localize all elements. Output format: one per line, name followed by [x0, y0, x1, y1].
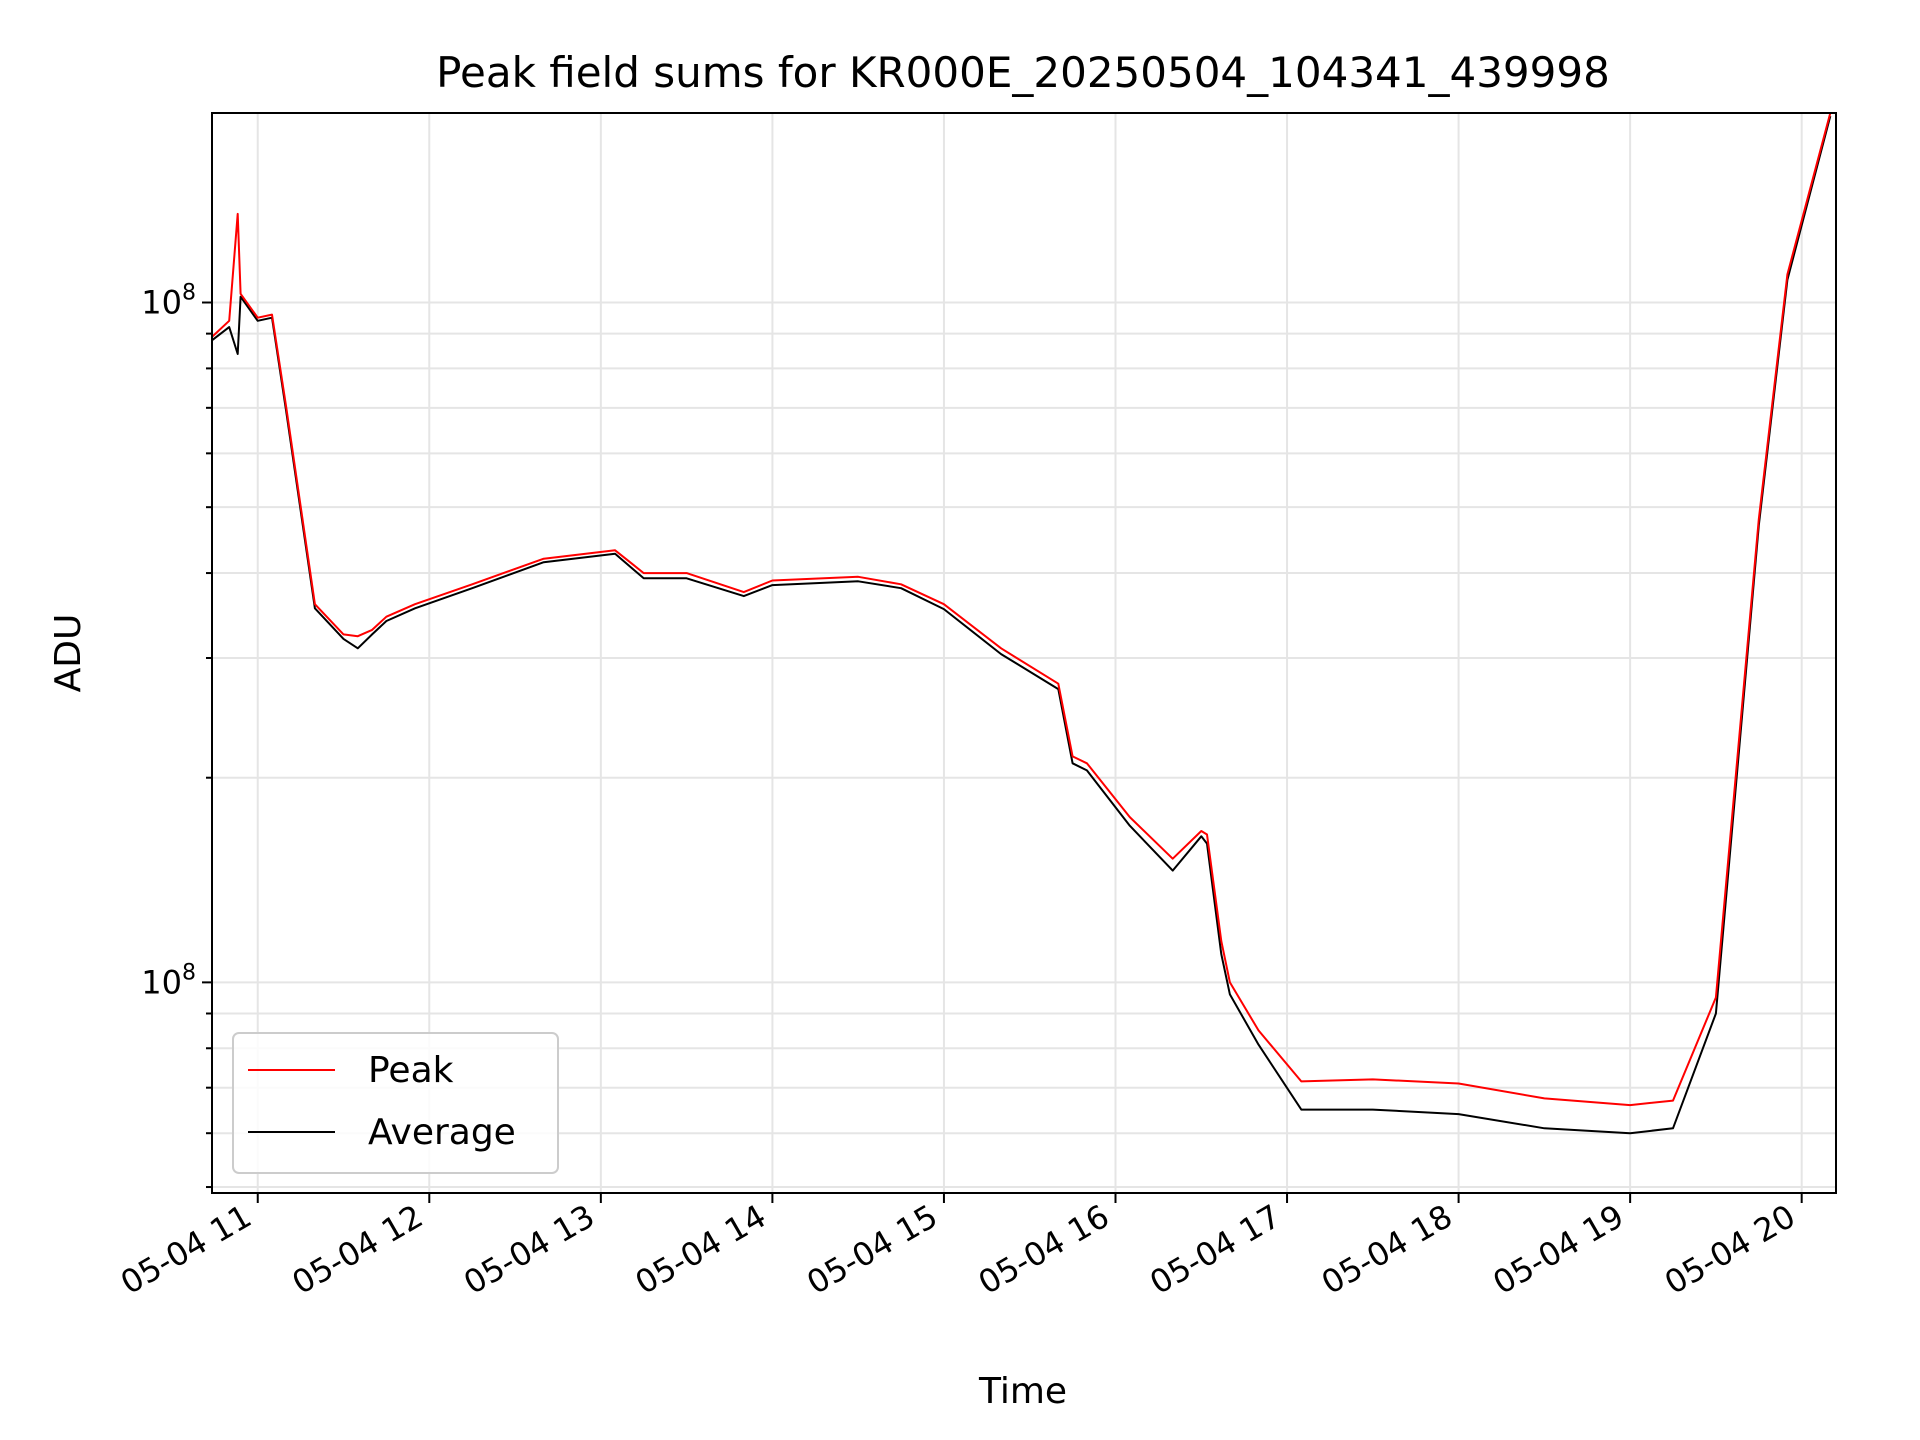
y-axis-label: ADU — [48, 614, 89, 693]
y-tick-label: 108 — [141, 281, 196, 322]
legend-label-peak: Peak — [368, 1050, 454, 1091]
plot-area-lines — [212, 113, 1832, 1135]
x-axis-label: Time — [978, 1371, 1067, 1412]
series-line-average — [212, 115, 1832, 1135]
chart-title: Peak field sums for KR000E_20250504_1043… — [436, 48, 1610, 97]
legend-label-average: Average — [368, 1112, 516, 1153]
legend: Peak Average — [232, 1032, 559, 1174]
plot-frame — [211, 112, 1837, 1194]
y-tick-label: 108 — [141, 960, 196, 1001]
legend-box — [232, 1032, 559, 1174]
series-line-peak — [212, 113, 1832, 1107]
